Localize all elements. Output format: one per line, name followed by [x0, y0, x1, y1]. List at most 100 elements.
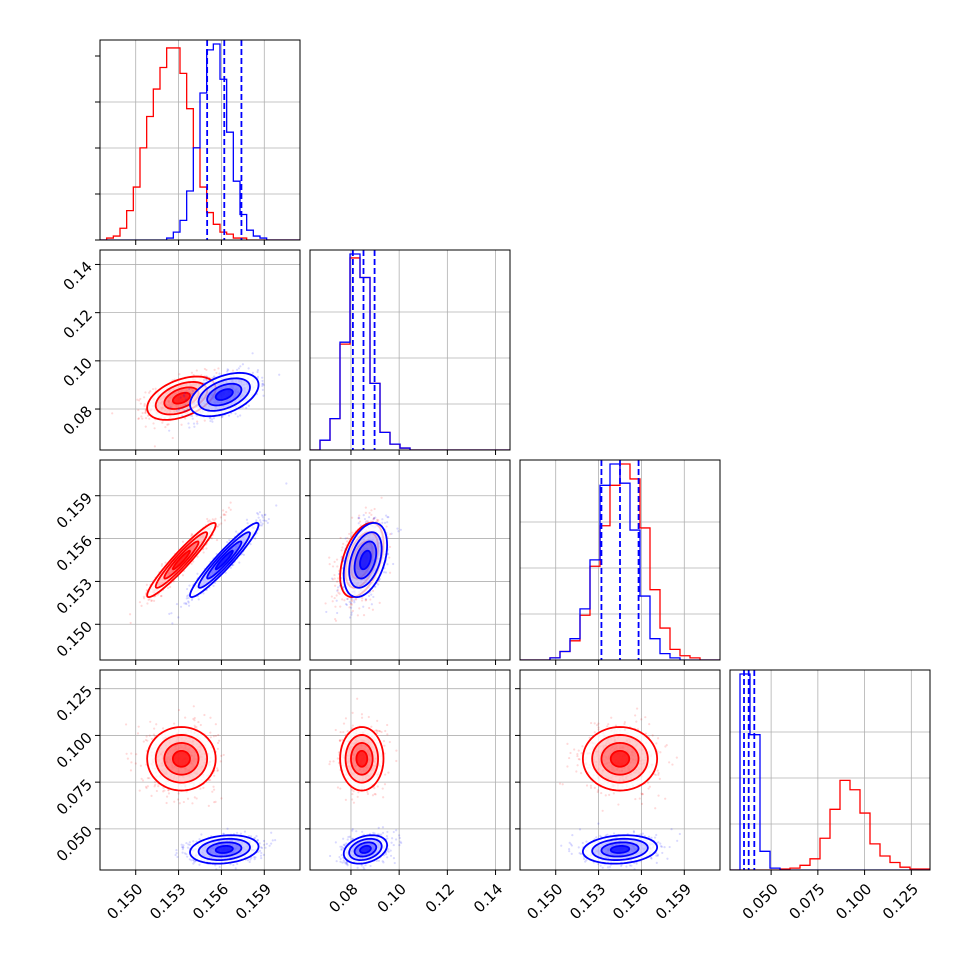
panel-content [100, 670, 300, 870]
sample-point [374, 516, 377, 519]
sample-point [235, 530, 238, 533]
sample-point [285, 482, 288, 485]
sample-point [160, 564, 163, 567]
sample-point [339, 605, 342, 608]
sample-point [328, 556, 331, 559]
y-tick-label: 0.153 [53, 575, 96, 618]
sample-point [342, 585, 345, 588]
sample-point [259, 521, 262, 524]
sample-point [200, 374, 203, 377]
sample-point [222, 513, 225, 516]
sample-point [216, 768, 219, 772]
sample-point [373, 517, 376, 520]
sample-point [372, 517, 375, 520]
sample-point [216, 741, 220, 745]
sample-point [126, 757, 130, 760]
sample-point [140, 604, 143, 607]
sample-point [331, 600, 334, 603]
sample-point [213, 801, 216, 804]
sample-point [216, 525, 220, 528]
sample-point [191, 533, 194, 537]
sample-point [139, 764, 142, 767]
sample-point [137, 725, 140, 728]
y-tick-label: 0.10 [60, 354, 96, 390]
sample-point [190, 562, 193, 565]
sample-point [234, 412, 237, 415]
sample-point [383, 571, 386, 574]
sample-point [386, 563, 389, 566]
sample-point [367, 516, 371, 519]
sample-point [330, 577, 334, 580]
sample-point [239, 414, 242, 417]
sample-point [153, 727, 156, 730]
sample-point [336, 565, 339, 568]
sample-point [227, 506, 231, 509]
sample-point [217, 739, 221, 742]
sample-point [261, 515, 264, 518]
sample-point [358, 514, 361, 517]
sample-point [350, 611, 353, 614]
sample-point [364, 506, 367, 509]
sample-point [346, 597, 349, 601]
sample-point [364, 598, 367, 601]
sample-point [128, 613, 132, 616]
sample-point [390, 532, 393, 535]
sample-point [130, 761, 133, 764]
sample-point [334, 619, 338, 622]
sample-point [383, 521, 387, 524]
sample-point [138, 399, 141, 402]
sample-point [340, 556, 343, 559]
sample-point [372, 595, 375, 599]
sample-point [171, 436, 174, 440]
sample-point [146, 776, 150, 780]
sample-point [164, 561, 167, 564]
sample-point [184, 409, 187, 413]
sample-point [259, 524, 262, 527]
contour-line [154, 531, 209, 589]
sample-point [397, 530, 400, 533]
sample-point [190, 532, 193, 536]
sample-point [166, 586, 170, 590]
sample-point [220, 416, 224, 419]
sample-point [202, 786, 205, 789]
sample-point [203, 367, 206, 371]
sample-point [199, 787, 202, 790]
sample-point [386, 516, 389, 519]
sample-point [178, 802, 181, 805]
panel-frame [309, 459, 511, 661]
sample-point [356, 614, 359, 617]
sample-point [148, 777, 151, 780]
sample-point [351, 599, 354, 603]
sample-point [150, 599, 153, 602]
sample-point [191, 390, 195, 393]
sample-point [214, 517, 217, 520]
sample-point [344, 537, 347, 540]
sample-point [337, 591, 340, 594]
y-tick-label: 0.08 [60, 402, 96, 438]
sample-point [111, 412, 114, 415]
sample-point [262, 394, 265, 397]
sample-point [152, 599, 156, 602]
sample-point [196, 572, 199, 575]
sample-point [261, 376, 264, 379]
sample-point [141, 779, 145, 782]
sample-point [385, 525, 388, 528]
sample-point [182, 394, 185, 397]
sample-point [197, 598, 200, 601]
sample-point [339, 584, 342, 587]
sample-point [223, 519, 227, 522]
sample-point [185, 587, 189, 591]
panel-content [520, 460, 720, 660]
sample-point [152, 733, 156, 736]
sample-point [325, 610, 328, 614]
sample-point [211, 420, 214, 423]
sample-point [224, 571, 227, 574]
sample-point [175, 409, 179, 413]
sample-point [144, 391, 147, 394]
sample-point [360, 599, 364, 602]
sample-point [208, 416, 211, 420]
sample-point [251, 352, 254, 355]
sample-point [370, 513, 373, 516]
sample-point [353, 599, 356, 602]
sample-point [260, 524, 263, 527]
